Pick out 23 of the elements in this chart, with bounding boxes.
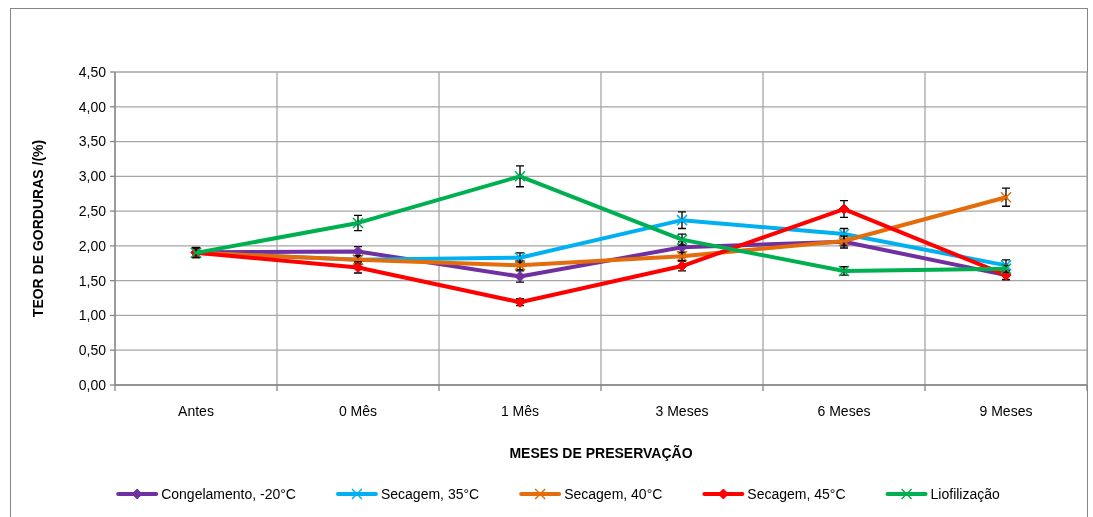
y-tick-label: 1,00 [78,307,107,324]
y-tick-label: 0,50 [78,342,107,359]
legend-label: Secagem, 35°C [380,485,480,502]
x-tick-label: 0 Mês [338,402,378,419]
x-tick-label: 1 Mês [500,402,540,419]
x-axis-title: MESES DE PRESERVAÇÃO [509,443,693,461]
legend-label: Secagem, 45°C [747,485,846,502]
y-tick-label: 0,00 [78,376,107,393]
x-tick-label: 3 Meses [655,402,709,419]
y-tick-label: 4,00 [78,98,107,115]
x-tick-label: 6 Meses [817,402,871,419]
x-tick-label: Antes [178,402,214,419]
y-tick-label: 3,50 [78,133,107,150]
y-tick-label: 4,50 [78,63,107,80]
legend-label: Secagem, 40°C [564,485,663,502]
x-tick-label: 9 Meses [979,402,1033,419]
legend-label: Congelamento, -20°C [161,485,296,502]
y-tick-label: 2,50 [78,203,107,220]
y-tick-label: 3,00 [78,168,107,185]
y-tick-label: 2,00 [78,237,107,254]
y-axis-title: TEOR DE GORDURAS /(%) [29,139,46,318]
y-tick-label: 1,50 [78,272,107,289]
legend-label: Liofilização [930,485,1001,502]
